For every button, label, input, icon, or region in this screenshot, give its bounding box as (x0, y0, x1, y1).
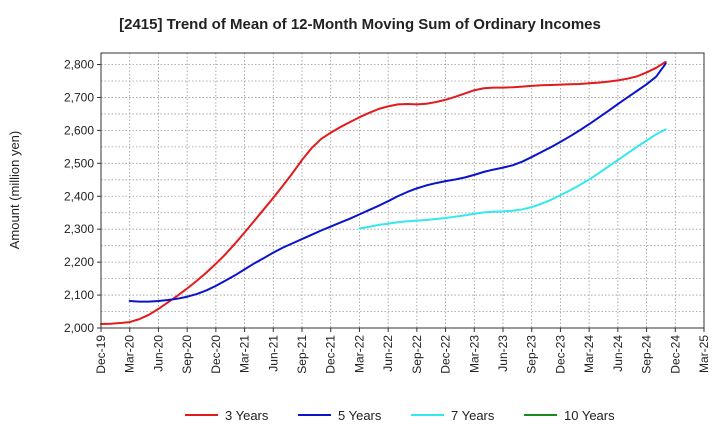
x-tick-label: Mar-20 (123, 335, 137, 373)
legend-label-7-years: 7 Years (451, 408, 495, 423)
x-tick-label: Dec-20 (209, 335, 223, 374)
y-tick-label: 2,100 (64, 288, 94, 302)
y-tick-label: 2,400 (64, 189, 94, 203)
series-line-5-years (128, 62, 667, 303)
x-tick-label: Dec-21 (324, 335, 338, 374)
y-tick-label: 2,300 (64, 222, 94, 236)
series-line-3-years (100, 60, 667, 326)
x-tick-label: Mar-24 (582, 335, 596, 373)
series-lines (100, 60, 667, 326)
x-tick-label: Sep-23 (525, 335, 539, 374)
x-tick-label: Mar-25 (697, 335, 711, 373)
x-tick-label: Sep-21 (295, 335, 309, 374)
x-tick-label: Jun-24 (611, 335, 625, 372)
x-tick-label: Dec-23 (553, 335, 567, 374)
plot-background (101, 53, 704, 328)
y-tick-label: 2,200 (64, 255, 94, 269)
series-line-7-years (358, 128, 667, 230)
y-tick-label: 2,700 (64, 90, 94, 104)
x-tick-label: Mar-22 (352, 335, 366, 373)
x-tick-label: Sep-24 (640, 335, 654, 374)
x-tick-label: Dec-22 (439, 335, 453, 374)
y-tick-label: 2,800 (64, 58, 94, 72)
y-tick-label: 2,000 (64, 321, 94, 335)
legend-label-5-years: 5 Years (338, 408, 382, 423)
x-tick-label: Sep-20 (180, 335, 194, 374)
chart-title: [2415] Trend of Mean of 12-Month Moving … (119, 16, 601, 33)
x-tick-label: Mar-23 (467, 335, 481, 373)
y-axis-ticks: 2,000 2,100 2,200 2,300 2,400 2,500 2,600 2,700… (64, 58, 101, 335)
x-tick-label: Dec-24 (668, 335, 682, 374)
plot-frame (100, 52, 705, 329)
legend-label-10-years: 10 Years (564, 408, 615, 423)
x-tick-label: Jun-22 (381, 335, 395, 372)
x-tick-label: Sep-22 (410, 335, 424, 374)
x-tick-label: Jun-20 (151, 335, 165, 372)
x-axis-ticks: Dec-19 Mar-20 Jun-20 Sep-20 Dec-20 Mar-21 Jun-… (94, 328, 711, 374)
x-tick-label: Jun-23 (496, 335, 510, 372)
legend: 3 Years 5 Years 7 Years 10 Years (185, 408, 615, 423)
x-tick-label: Dec-19 (94, 335, 108, 374)
x-tick-label: Mar-21 (238, 335, 252, 373)
legend-label-3-years: 3 Years (225, 408, 269, 423)
y-axis-label: Amount (million yen) (7, 131, 22, 250)
y-tick-label: 2,500 (64, 156, 94, 170)
x-tick-label: Jun-21 (266, 335, 280, 372)
y-tick-label: 2,600 (64, 123, 94, 137)
